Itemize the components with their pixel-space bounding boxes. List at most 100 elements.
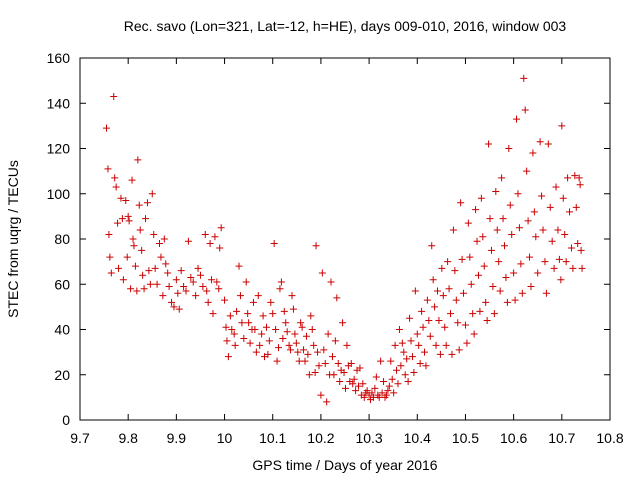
data-point — [541, 258, 549, 266]
chart-title: Rec. savo (Lon=321, Lat=-12, h=HE), days… — [124, 18, 567, 34]
data-point — [377, 357, 385, 365]
data-point — [279, 335, 287, 343]
data-point — [297, 319, 305, 327]
data-point — [223, 337, 231, 345]
data-point — [221, 296, 229, 304]
data-point — [276, 285, 284, 293]
data-point — [292, 339, 300, 347]
data-point — [387, 357, 395, 365]
data-point — [564, 174, 572, 182]
data-point — [315, 362, 323, 370]
data-point — [111, 174, 119, 182]
data-point — [311, 368, 319, 376]
data-point — [129, 235, 137, 243]
data-point — [536, 138, 544, 146]
data-point — [441, 323, 449, 331]
data-point — [330, 371, 338, 379]
data-point — [457, 199, 465, 207]
data-point — [505, 145, 513, 152]
data-point — [236, 292, 244, 300]
data-point — [434, 287, 442, 295]
data-point — [238, 319, 246, 327]
data-point — [304, 350, 312, 358]
axis-ticks — [79, 57, 611, 421]
data-point — [421, 348, 428, 356]
data-point — [343, 341, 351, 349]
data-point — [146, 280, 154, 288]
data-point — [269, 310, 277, 318]
data-point — [444, 258, 452, 266]
data-point — [555, 255, 563, 263]
data-point — [390, 389, 398, 397]
data-point — [302, 332, 310, 340]
data-point — [510, 269, 518, 277]
data-point — [124, 212, 132, 220]
data-point — [354, 382, 362, 390]
data-point — [272, 326, 280, 333]
data-point — [339, 319, 347, 327]
data-point — [117, 194, 125, 202]
data-point — [174, 289, 182, 297]
data-point — [445, 285, 453, 293]
y-tick-label: 100 — [47, 186, 71, 202]
data-point — [449, 226, 457, 234]
data-point — [106, 253, 114, 261]
data-point — [575, 174, 583, 182]
data-point — [470, 330, 478, 338]
data-point — [331, 337, 339, 345]
data-point — [463, 339, 471, 347]
data-point — [406, 314, 414, 322]
data-point — [285, 341, 293, 349]
data-point — [318, 269, 326, 277]
data-point — [378, 389, 386, 397]
data-point — [270, 240, 278, 248]
data-point — [136, 226, 144, 234]
data-point — [517, 260, 525, 268]
y-tick-label: 160 — [47, 50, 71, 66]
data-point — [312, 242, 320, 250]
x-tick-label: 9.7 — [70, 430, 90, 446]
data-point — [242, 278, 250, 286]
data-point — [530, 208, 538, 216]
data-point — [226, 312, 234, 320]
data-point — [461, 321, 469, 329]
data-point — [532, 233, 540, 241]
data-point — [164, 269, 172, 277]
data-point — [561, 230, 569, 238]
data-point — [574, 240, 582, 248]
data-point — [160, 235, 168, 243]
data-point — [254, 292, 262, 300]
data-point — [235, 262, 243, 270]
data-point — [482, 298, 490, 306]
data-point — [317, 391, 325, 399]
data-point — [352, 387, 360, 395]
data-point — [201, 230, 209, 238]
data-point — [256, 341, 264, 349]
data-point — [578, 264, 586, 272]
data-point — [559, 194, 567, 202]
data-point — [135, 201, 143, 209]
data-point — [539, 226, 547, 234]
data-point — [476, 307, 484, 315]
data-point — [156, 240, 163, 248]
data-point — [305, 371, 313, 379]
data-point — [251, 326, 259, 333]
data-point — [492, 187, 500, 195]
data-point — [175, 305, 183, 313]
data-point — [439, 292, 447, 300]
data-point — [508, 230, 516, 238]
data-point — [477, 194, 485, 202]
data-point — [380, 378, 388, 386]
data-point — [273, 357, 281, 365]
data-point — [320, 346, 328, 354]
data-point — [454, 319, 462, 327]
data-point — [217, 224, 225, 232]
data-point — [486, 215, 494, 223]
data-point — [277, 278, 285, 286]
data-point — [538, 192, 546, 200]
data-point — [143, 199, 151, 207]
data-point — [157, 253, 165, 261]
data-point — [428, 242, 436, 250]
data-point — [321, 359, 329, 367]
